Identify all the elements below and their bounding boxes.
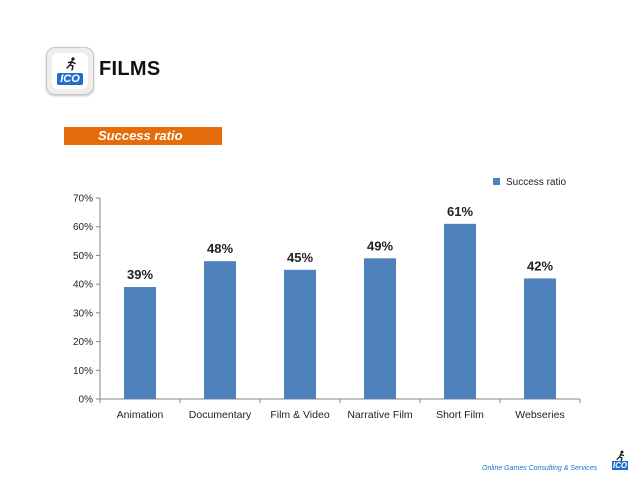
y-tick-label: 50% — [73, 251, 93, 262]
x-tick-label: Film & Video — [270, 409, 329, 421]
ico-logo: ICO — [46, 47, 94, 95]
x-tick-label: Short Film — [436, 409, 484, 421]
data-label: 61% — [447, 204, 473, 219]
y-tick-label: 30% — [73, 308, 93, 319]
page-title: FILMS — [99, 58, 161, 80]
bar — [204, 261, 236, 399]
legend-swatch — [493, 178, 500, 185]
logo-text: ICO — [57, 73, 83, 85]
y-tick-label: 60% — [73, 222, 93, 233]
data-label: 42% — [527, 258, 553, 273]
legend-label: Success ratio — [506, 177, 566, 188]
subtitle-text: Success ratio — [98, 128, 183, 143]
data-label: 39% — [127, 267, 153, 282]
bar — [364, 258, 396, 399]
y-tick-label: 20% — [73, 337, 93, 348]
footer-logo-text: ICO — [611, 461, 629, 470]
y-tick-label: 0% — [79, 395, 94, 406]
y-tick-label: 10% — [73, 366, 93, 377]
footer-text: Online Games Consulting & Services — [482, 465, 598, 472]
y-tick-label: 70% — [73, 194, 93, 205]
bar — [124, 287, 156, 399]
y-tick-label: 40% — [73, 280, 93, 291]
x-tick-label: Animation — [117, 409, 164, 421]
x-tick-label: Narrative Film — [347, 409, 413, 421]
bar — [444, 223, 476, 399]
data-label: 48% — [207, 241, 233, 256]
x-tick-label: Documentary — [189, 409, 252, 421]
x-tick-label: Webseries — [515, 409, 564, 421]
footer-ico-logo: ICO — [609, 450, 631, 472]
data-label: 45% — [287, 250, 313, 265]
bar — [284, 269, 316, 399]
subtitle-banner: Success ratio — [64, 127, 222, 145]
data-label: 49% — [367, 238, 393, 253]
footer-runner-icon — [616, 450, 625, 462]
runner-icon — [66, 57, 76, 71]
bar — [524, 278, 556, 399]
